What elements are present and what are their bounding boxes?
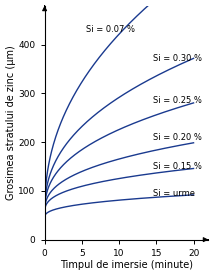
Text: Si = 0.20 %: Si = 0.20 % xyxy=(153,133,201,142)
Text: Si = 0.15 %: Si = 0.15 % xyxy=(153,162,201,171)
Text: Si = 0.07 %: Si = 0.07 % xyxy=(86,25,135,34)
Text: Si = 0.30 %: Si = 0.30 % xyxy=(153,54,202,63)
Y-axis label: Grosimea stratului de zinc (μm): Grosimea stratului de zinc (μm) xyxy=(6,45,16,200)
Text: Si = 0.25 %: Si = 0.25 % xyxy=(153,96,201,105)
X-axis label: Timpul de imersie (minute): Timpul de imersie (minute) xyxy=(60,261,193,270)
Text: Si = urme: Si = urme xyxy=(153,189,195,198)
